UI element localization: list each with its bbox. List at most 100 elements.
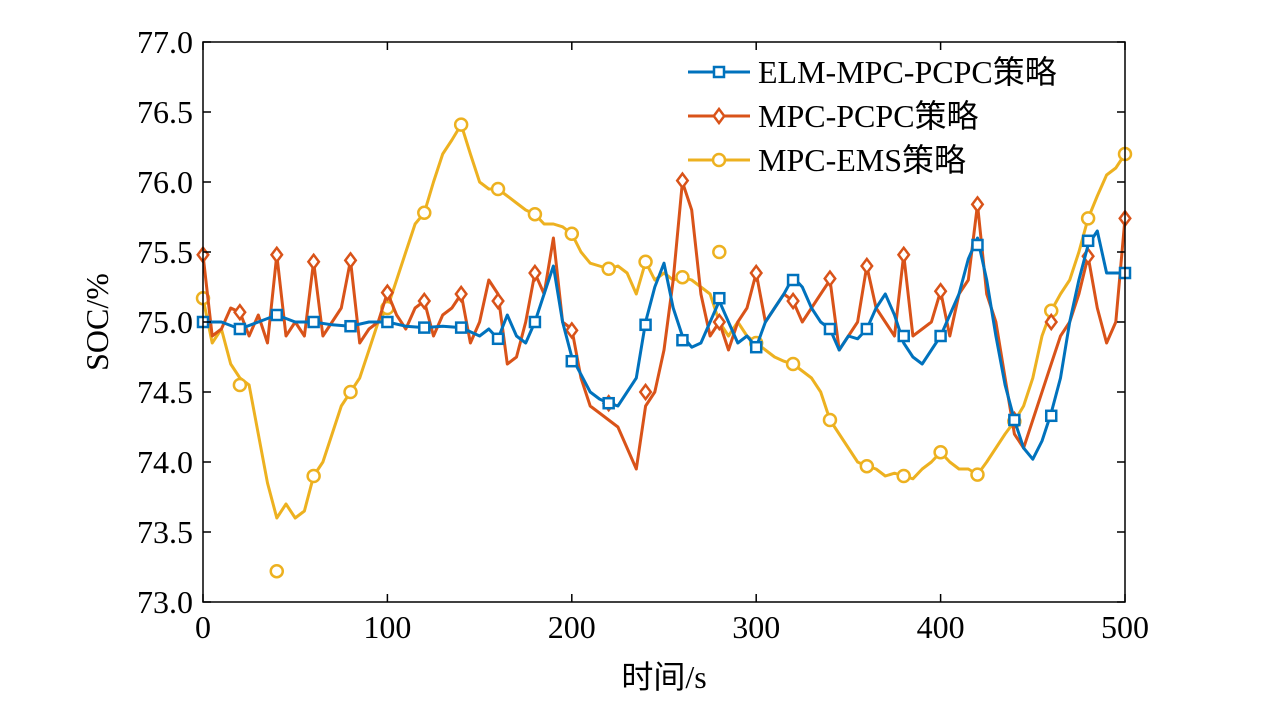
legend-item: ELM-MPC-PCPC策略 (688, 54, 1057, 90)
legend-item: MPC-EMS策略 (688, 142, 966, 178)
series-marker (269, 563, 285, 579)
y-axis-title: SOC/% (79, 273, 115, 371)
series-marker (933, 444, 948, 460)
series-marker (860, 256, 874, 276)
series-marker (417, 205, 432, 221)
series-marker (232, 377, 248, 393)
series-marker (713, 291, 726, 305)
x-tick-label: 100 (363, 609, 411, 645)
series-marker (233, 303, 247, 322)
y-tick-label: 74.5 (137, 374, 193, 410)
series-marker (344, 319, 357, 333)
y-tick-label: 77.0 (137, 24, 193, 60)
series-3 (195, 117, 1133, 579)
series-marker (269, 245, 284, 264)
series-marker (859, 458, 875, 474)
axis-layer: 0 100 200 300 400 500 73.0 73.5 74.0 74.5 75.0 75.5… (137, 24, 1149, 645)
series-marker (1044, 409, 1058, 423)
series-marker (453, 117, 469, 132)
series-marker (1008, 413, 1021, 427)
x-tick-label: 500 (1101, 609, 1149, 645)
series-marker (306, 252, 321, 271)
series-marker (418, 321, 431, 334)
series-marker (565, 354, 579, 368)
series-2 (196, 171, 1132, 471)
series-marker (971, 238, 984, 252)
x-tick-label: 200 (548, 609, 596, 645)
series-marker (675, 269, 690, 285)
series-marker (306, 468, 321, 484)
series-marker (491, 291, 505, 311)
x-axis-title: 时间/s (621, 659, 706, 695)
series-marker (491, 332, 505, 346)
series-marker (860, 322, 874, 336)
series-marker (823, 269, 837, 288)
legend: ELM-MPC-PCPC策略 MPC-PCPC策略 MPC-EMS策略 (688, 54, 1057, 178)
x-tick-label: 0 (195, 609, 211, 645)
legend-marker (712, 106, 726, 126)
series-marker (639, 318, 652, 332)
series-marker (528, 263, 542, 283)
series-marker (786, 291, 800, 311)
series-marker (343, 384, 358, 400)
series-marker (822, 412, 838, 428)
series-marker (343, 251, 358, 270)
series-marker (897, 329, 910, 343)
series-marker (527, 206, 543, 222)
series-marker (601, 261, 616, 277)
series-marker (675, 171, 690, 190)
series-marker (602, 396, 615, 410)
series-marker (970, 467, 985, 482)
series-marker (454, 321, 468, 334)
series-marker (896, 468, 911, 484)
series-marker (417, 291, 432, 311)
series-marker (749, 263, 764, 283)
series-marker (785, 356, 801, 372)
y-tick-label: 74.0 (137, 444, 193, 480)
series-line (201, 123, 1127, 520)
series-marker (564, 226, 580, 242)
y-tick-label: 73.0 (137, 584, 193, 620)
series-marker (896, 245, 911, 264)
series-marker (1081, 234, 1095, 248)
legend-label: ELM-MPC-PCPC策略 (758, 54, 1057, 90)
series-marker (1044, 312, 1059, 332)
series-marker (712, 312, 727, 332)
series-marker (970, 195, 985, 214)
series-marker (381, 315, 394, 329)
plot-frame (202, 41, 1126, 603)
series-marker (270, 308, 284, 322)
series-marker (307, 315, 320, 329)
series-marker (823, 322, 837, 336)
series-1 (196, 229, 1132, 461)
x-tick-label: 400 (917, 609, 965, 645)
y-tick-label: 76.5 (137, 94, 193, 130)
legend-label: MPC-EMS策略 (758, 142, 966, 178)
y-tick-label: 76.0 (137, 164, 193, 200)
series-marker (712, 244, 727, 260)
series-marker (638, 382, 653, 402)
series-marker (490, 181, 506, 197)
y-tick-label: 75.5 (137, 234, 193, 270)
legend-item: MPC-PCPC策略 (688, 98, 979, 134)
series-marker (934, 329, 947, 343)
y-tick-label: 75.0 (137, 304, 193, 340)
series-marker (1080, 211, 1096, 226)
legend-marker (711, 152, 727, 168)
series-marker (786, 273, 800, 287)
series-marker (749, 340, 763, 354)
series-marker (233, 322, 247, 336)
y-tick-label: 73.5 (137, 514, 193, 550)
series-marker (380, 283, 395, 302)
legend-label: MPC-PCPC策略 (758, 98, 979, 134)
series-marker (933, 282, 948, 301)
series-marker (564, 321, 579, 340)
series-layer (195, 117, 1133, 579)
series-marker (454, 284, 468, 304)
legend-marker (712, 65, 726, 79)
series-marker (528, 315, 542, 329)
x-tick-label: 300 (732, 609, 780, 645)
series-marker (638, 254, 653, 270)
series-marker (676, 333, 689, 347)
